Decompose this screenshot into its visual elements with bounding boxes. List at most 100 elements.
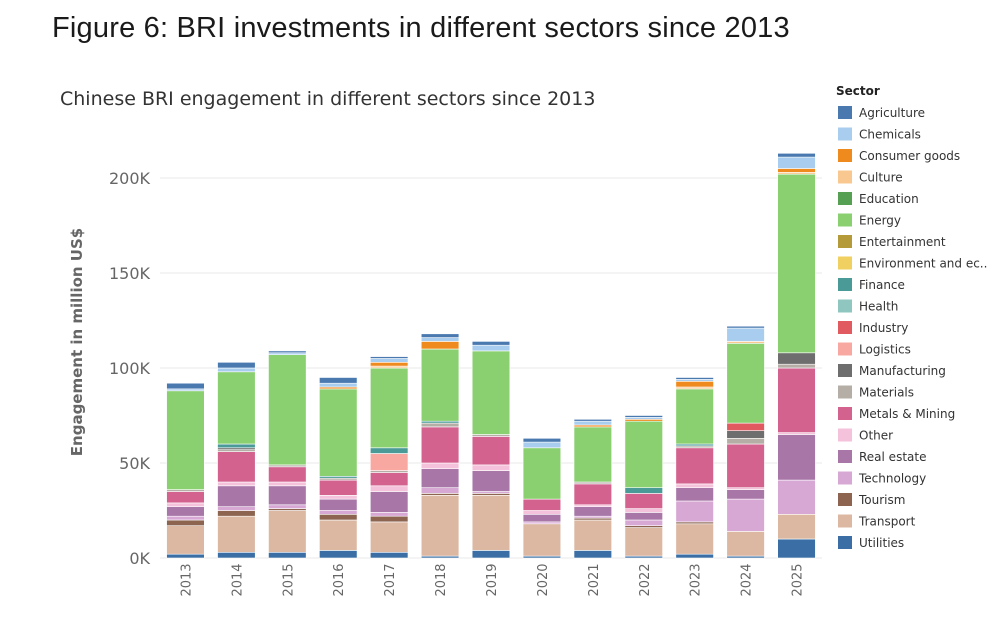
legend-label: Consumer goods	[859, 149, 960, 163]
bar-segment	[573, 418, 612, 422]
bar-segment	[370, 491, 409, 513]
legend-item: Consumer goods	[838, 149, 960, 163]
legend-swatch	[838, 192, 852, 205]
legend-swatch	[838, 407, 852, 420]
x-tick-label: 2016	[332, 563, 347, 596]
legend-swatch	[838, 493, 852, 506]
bar-segment	[675, 388, 714, 445]
bar-segment	[166, 390, 205, 490]
bar-segment	[471, 344, 511, 352]
legend-label: Culture	[859, 171, 903, 185]
bar-segment	[675, 483, 714, 488]
bar-segment	[217, 506, 256, 511]
bar-stack-2020	[522, 437, 562, 559]
bar-segment	[217, 361, 256, 369]
x-tick-label: 2015	[281, 563, 296, 596]
bar-segment	[319, 377, 358, 384]
bar-segment	[522, 437, 562, 443]
bar-segment	[370, 447, 409, 454]
bar-segment	[726, 443, 765, 489]
legend-item: Agriculture	[838, 106, 925, 120]
bar-segment	[471, 464, 511, 471]
bar-segment	[777, 363, 816, 369]
bar-segment	[319, 382, 358, 388]
bar-segment	[319, 494, 358, 500]
y-tick-label: 200K	[109, 169, 151, 188]
legend-label: Manufacturing	[859, 364, 946, 378]
legend-item: Manufacturing	[838, 364, 946, 378]
bar-segment	[319, 510, 358, 515]
legend-item: Metals & Mining	[838, 407, 955, 421]
bar-segment	[166, 519, 205, 526]
bar-segment	[420, 341, 460, 350]
legend-label: Logistics	[859, 343, 911, 357]
legend-item: Technology	[838, 471, 926, 486]
bar-segment	[319, 479, 358, 496]
legend-item: Transport	[838, 514, 916, 529]
legend-swatch	[838, 342, 852, 356]
bar-segment	[166, 502, 205, 507]
bar-stack-2014	[217, 361, 256, 559]
y-tick-label: 100K	[109, 359, 151, 378]
bar-segment	[675, 377, 714, 380]
bar-segment	[471, 494, 511, 551]
x-tick-label: 2024	[740, 563, 755, 596]
bar-segment	[268, 481, 307, 487]
legend-item: Real estate	[838, 450, 926, 464]
bar-segment	[726, 430, 765, 439]
bar-segment	[726, 327, 765, 342]
bar-segment	[522, 441, 562, 449]
bar-stack-2024	[726, 325, 765, 559]
legend-swatch	[838, 364, 852, 377]
bar-segment	[370, 551, 409, 559]
legend-label: Energy	[859, 214, 901, 228]
x-tick-label: 2018	[434, 563, 449, 596]
bar-segment	[420, 348, 460, 422]
bar-segment	[624, 487, 663, 494]
bar-stack-2015	[268, 350, 307, 559]
legend-label: Metals & Mining	[859, 407, 955, 421]
bar-segment	[319, 498, 358, 511]
bar-stack-2018	[420, 333, 460, 559]
bar-segment	[268, 551, 307, 559]
y-axis: 0K 50K 100K 150K 200K	[109, 169, 151, 568]
bar-segment	[319, 513, 358, 521]
legend-label: Materials	[859, 386, 914, 400]
bar-segment	[319, 550, 358, 559]
x-tick-label: 2025	[791, 563, 806, 596]
bar-segment	[777, 434, 816, 481]
bar-segment	[471, 550, 511, 559]
bar-segment	[370, 367, 409, 449]
bar-segment	[675, 500, 714, 523]
bar-segment	[217, 443, 256, 449]
bar-segment	[420, 462, 460, 469]
bar-segment	[420, 337, 460, 342]
bar-segment	[370, 521, 409, 553]
legend-swatch	[838, 450, 852, 463]
bar-segment	[166, 553, 205, 559]
bar-segment	[522, 523, 562, 557]
bar-segment	[471, 470, 511, 492]
bar-segment	[573, 420, 612, 426]
bar-segment	[471, 341, 511, 346]
bar-segment	[370, 472, 409, 487]
chart-title: Chinese BRI engagement in different sect…	[60, 88, 596, 110]
bar-segment	[217, 451, 256, 483]
legend-swatch	[838, 278, 852, 291]
bar-segment	[217, 551, 256, 559]
figure-caption: Figure 6: BRI investments in different s…	[52, 12, 790, 44]
bar-segment	[471, 436, 511, 466]
bar-segment	[726, 531, 765, 557]
legend-label: Technology	[858, 472, 926, 486]
legend-swatch	[838, 385, 852, 399]
y-tick-label: 0K	[129, 549, 150, 568]
bar-stack-2013	[166, 382, 205, 559]
legend-swatch	[838, 299, 852, 313]
bar-segment	[370, 358, 409, 363]
bar-segment	[573, 519, 612, 551]
bar-segment	[777, 168, 816, 173]
bar-segment	[777, 156, 816, 169]
bar-segment	[777, 153, 816, 158]
legend-label: Education	[859, 192, 919, 206]
